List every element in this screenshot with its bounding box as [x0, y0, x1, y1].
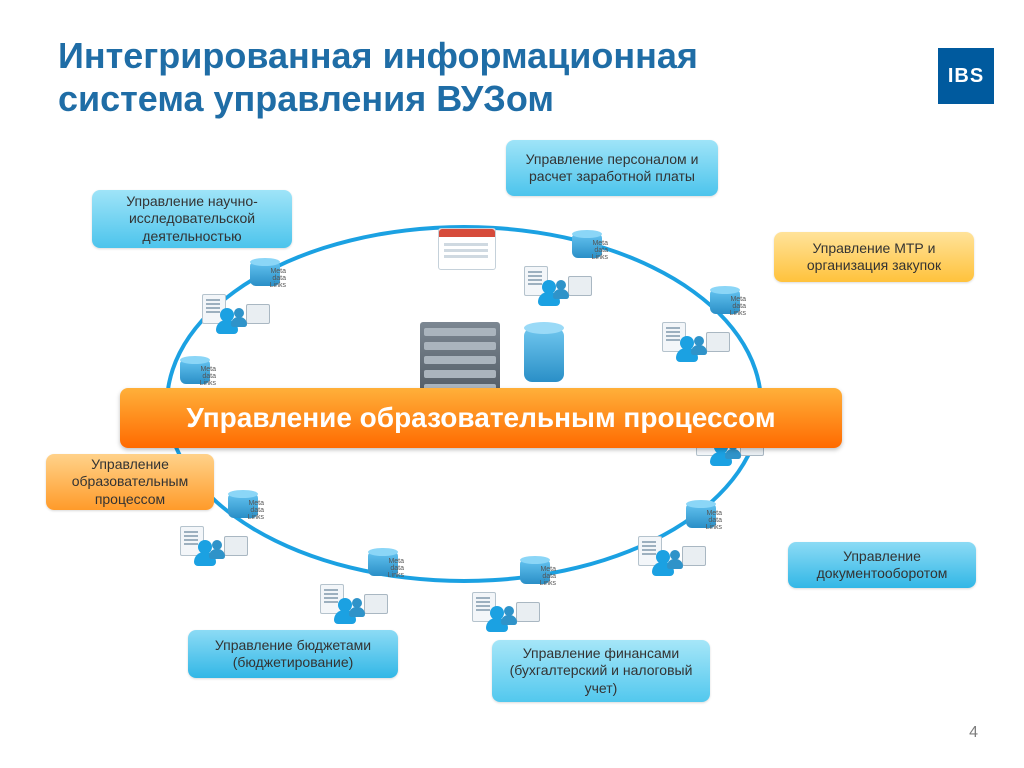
workstation-icon: MetadataLinks: [178, 494, 258, 556]
app-window-icon: [438, 228, 496, 270]
tile-mtr: Управление МТР и организация закупок: [774, 232, 974, 282]
workstation-icon: MetadataLinks: [200, 262, 280, 324]
main-banner: Управление образовательным процессом: [120, 388, 842, 448]
page-number: 4: [969, 724, 978, 742]
tile-finance: Управление финансами (бухгалтерский и на…: [492, 640, 710, 702]
workstation-icon: MetadataLinks: [660, 290, 740, 352]
tile-label: Управление бюджетами (бюджетирование): [198, 637, 388, 672]
tile-label: Управление научно-исследовательской деят…: [102, 193, 282, 246]
tile-label: Управление финансами (бухгалтерский и на…: [502, 645, 700, 698]
ibs-logo: IBS: [938, 48, 994, 104]
tile-research: Управление научно-исследовательской деят…: [92, 190, 292, 248]
tile-docs: Управление документооборотом: [788, 542, 976, 588]
slide-canvas: Интегрированная информационная система у…: [0, 0, 1024, 768]
tile-label: Управление МТР и организация закупок: [784, 240, 964, 275]
workstation-icon: MetadataLinks: [318, 552, 398, 614]
main-banner-text: Управление образовательным процессом: [186, 402, 775, 434]
workstation-icon: MetadataLinks: [522, 234, 602, 296]
tile-budget: Управление бюджетами (бюджетирование): [188, 630, 398, 678]
tile-label: Управление документооборотом: [798, 548, 966, 583]
workstation-icon: MetadataLinks: [636, 504, 716, 566]
slide-title: Интегрированная информационная система у…: [58, 34, 818, 120]
tile-label: Управление персоналом и расчет заработно…: [516, 151, 708, 186]
tile-hr: Управление персоналом и расчет заработно…: [506, 140, 718, 196]
workstation-icon: MetadataLinks: [470, 560, 550, 622]
